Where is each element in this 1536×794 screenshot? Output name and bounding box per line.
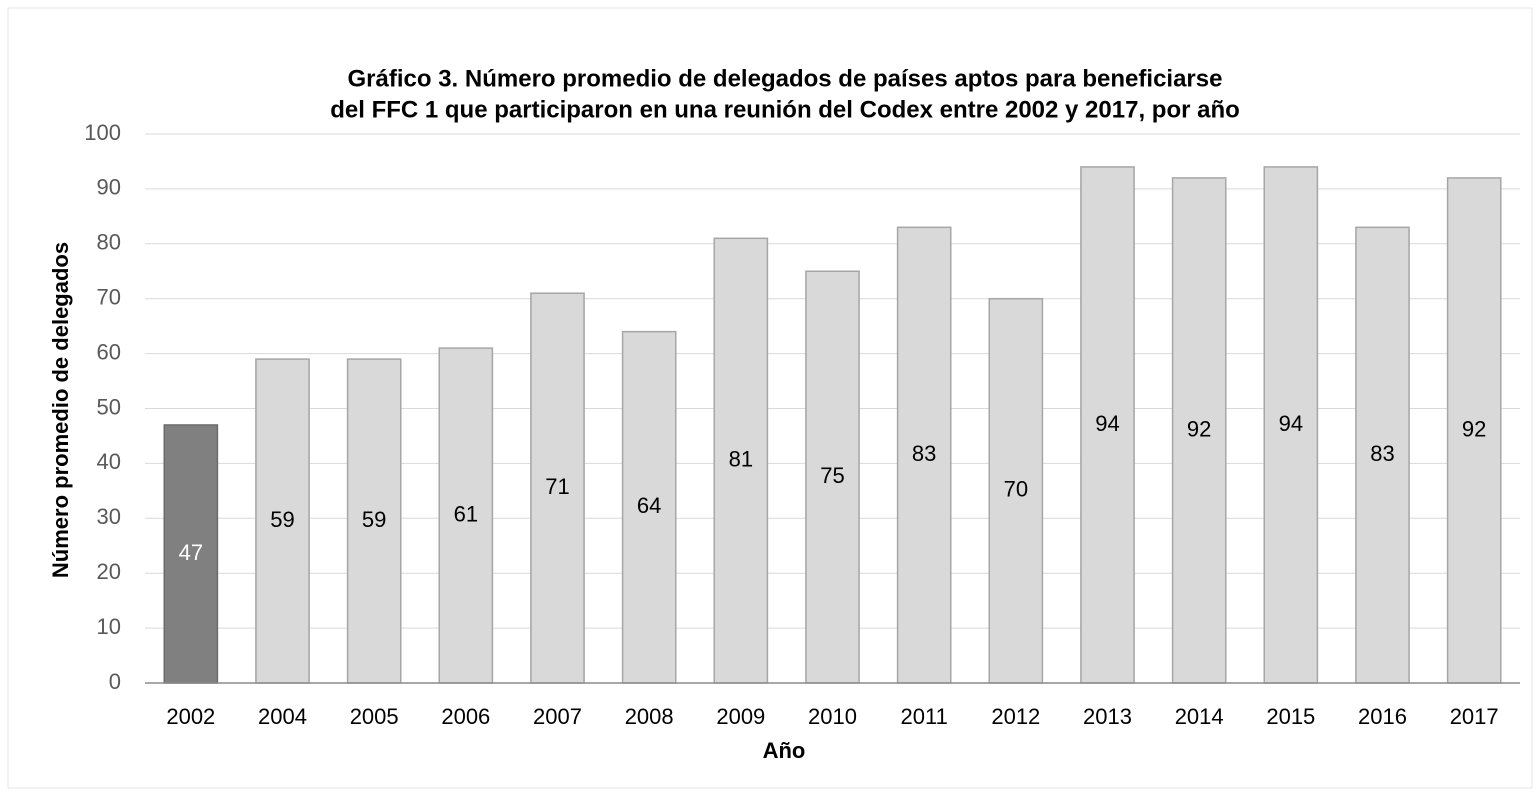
- bar: [1171, 177, 1227, 684]
- x-tick-label: 2008: [625, 704, 674, 729]
- x-tick-label: 2015: [1266, 704, 1315, 729]
- x-tick-label: 2007: [533, 704, 582, 729]
- bar: [896, 226, 952, 684]
- data-label: 92: [1187, 416, 1211, 441]
- x-tick-label: 2016: [1358, 704, 1407, 729]
- bar: [346, 358, 402, 684]
- bar: [713, 237, 769, 684]
- y-tick-label: 20: [97, 559, 121, 584]
- data-label: 81: [729, 446, 753, 471]
- data-label: 70: [1004, 477, 1028, 502]
- data-label: 92: [1462, 416, 1486, 441]
- data-label: 47: [179, 540, 203, 565]
- x-tick-label: 2017: [1450, 704, 1499, 729]
- y-tick-label: 50: [97, 394, 121, 419]
- data-label: 71: [545, 474, 569, 499]
- bar: [438, 347, 494, 684]
- bar: [1446, 177, 1502, 684]
- bar: [255, 358, 310, 684]
- x-tick-label: 2012: [991, 704, 1040, 729]
- data-label: 83: [1370, 441, 1394, 466]
- data-label: 64: [637, 493, 661, 518]
- chart-title: del FFC 1 que participaron en una reunió…: [330, 96, 1240, 123]
- data-label: 59: [270, 507, 294, 532]
- bar: [1263, 166, 1319, 684]
- y-tick-label: 80: [97, 230, 121, 255]
- x-tick-label: 2014: [1175, 704, 1224, 729]
- y-tick-label: 0: [109, 669, 121, 694]
- data-label: 94: [1095, 411, 1119, 436]
- x-tick-label: 2009: [716, 704, 765, 729]
- data-label: 61: [454, 501, 478, 526]
- y-tick-label: 10: [97, 614, 121, 639]
- y-tick-label: 40: [97, 449, 121, 474]
- bar: [621, 330, 677, 684]
- y-tick-label: 70: [97, 285, 121, 310]
- bar: [1355, 226, 1410, 684]
- x-tick-label: 2011: [901, 704, 948, 729]
- bar: [530, 292, 585, 684]
- x-tick-label: 2004: [258, 704, 307, 729]
- x-axis-title: Año: [763, 738, 806, 763]
- data-label: 75: [820, 463, 844, 488]
- y-tick-label: 100: [84, 120, 121, 145]
- y-axis-title: Número promedio de delegados: [48, 242, 73, 578]
- y-tick-label: 60: [97, 339, 121, 364]
- x-tick-label: 2010: [808, 704, 857, 729]
- y-tick-label: 90: [97, 175, 121, 200]
- chart-title: Gráfico 3. Número promedio de delegados …: [348, 65, 1223, 92]
- x-tick-label: 2005: [350, 704, 399, 729]
- data-label: 94: [1279, 411, 1303, 436]
- x-tick-label: 2013: [1083, 704, 1132, 729]
- x-tick-label: 2002: [166, 704, 215, 729]
- bar: [988, 297, 1044, 684]
- bar: [1080, 166, 1135, 684]
- x-tick-label: 2006: [441, 704, 490, 729]
- data-label: 59: [362, 507, 386, 532]
- y-tick-label: 30: [97, 504, 121, 529]
- bar: [805, 270, 860, 684]
- data-label: 83: [912, 441, 936, 466]
- bar: [163, 424, 219, 684]
